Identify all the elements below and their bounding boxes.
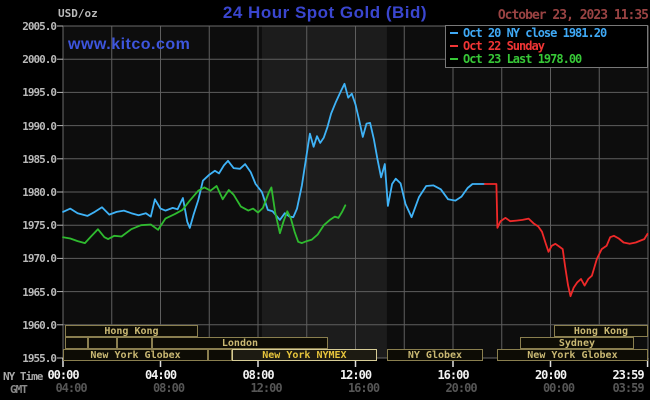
- legend: Oct 20 NY close 1981.20 Oct 22 Sunday Oct …: [445, 25, 648, 68]
- y-tick-label: 2005.0: [22, 20, 57, 33]
- chart-timestamp: October 23, 2023 11:35: [497, 8, 649, 23]
- y-tick-label: 1955.0: [22, 352, 57, 365]
- gmt-time-tick-label: 16:00: [347, 381, 380, 395]
- session-box-hong-kong: Hong Kong: [553, 325, 648, 337]
- legend-dash-icon: [450, 44, 458, 47]
- y-tick-label: 2000.0: [22, 53, 57, 67]
- session-box-new-york-globex: New York Globex: [496, 349, 648, 361]
- page-title: 24 Hour Spot Gold (Bid): [222, 3, 428, 22]
- ny-time-tick-label: 00:00: [47, 368, 79, 382]
- session-box-new-york-nymex: New York NYMEX: [231, 349, 377, 361]
- y-tick-label: 1975.0: [22, 219, 57, 233]
- legend-item: Oct 23 Last 1978.00: [449, 53, 647, 66]
- session-box-empty: [88, 337, 117, 349]
- ny-time-tick-label: 20:00: [534, 368, 567, 382]
- session-box-hong-kong: Hong Kong: [64, 325, 199, 337]
- series-line: [483, 183, 649, 298]
- series-line: [62, 82, 486, 229]
- gmt-axis-label: GMT: [10, 383, 28, 396]
- y-tick-label: 1985.0: [22, 152, 57, 166]
- session-box-new-york-globex: New York Globex: [63, 349, 209, 361]
- ny-time-tick-label: 12:00: [339, 368, 372, 382]
- gmt-time-tick-label: 04:00: [55, 381, 87, 395]
- ny-time-tick-label: 04:00: [144, 368, 177, 382]
- y-tick-label: 1970.0: [22, 252, 57, 266]
- ny-time-tick-label: 16:00: [437, 368, 469, 382]
- legend-label: Oct 20 NY close 1981.20: [463, 26, 607, 40]
- session-box-empty: [64, 337, 89, 349]
- y-tick-label: 1965.0: [22, 285, 57, 299]
- ny-time-axis-label: NY Time: [3, 370, 43, 383]
- gmt-time-tick-label: 03:59: [612, 381, 644, 395]
- gmt-time-tick-label: 08:00: [152, 381, 185, 395]
- legend-label: Oct 22 Sunday: [463, 39, 545, 53]
- legend-item: Oct 22 Sunday: [449, 40, 647, 53]
- y-tick-label: 1995.0: [22, 86, 57, 100]
- session-box-empty: [208, 349, 232, 361]
- legend-item: Oct 20 NY close 1981.20: [449, 27, 647, 40]
- y-tick-label: 1980.0: [22, 186, 57, 199]
- y-tick-label: 1960.0: [22, 318, 57, 332]
- legend-label: Oct 23 Last 1978.00: [463, 52, 582, 66]
- ny-time-tick-label: 23:59: [612, 368, 644, 382]
- gmt-time-tick-label: 20:00: [445, 381, 477, 395]
- session-box-ny-globex: NY Globex: [386, 349, 483, 361]
- legend-dash-icon: [450, 57, 458, 60]
- ny-time-tick-label: 08:00: [242, 368, 274, 382]
- series-line: [62, 185, 347, 245]
- gmt-time-tick-label: 00:00: [542, 381, 575, 395]
- gmt-time-tick-label: 12:00: [250, 381, 282, 395]
- legend-dash-icon: [450, 31, 458, 34]
- session-box-sydney: Sydney: [520, 337, 634, 349]
- y-axis-units-label: USD/oz: [58, 7, 98, 20]
- kitco-watermark-link[interactable]: www.kitco.com: [68, 36, 191, 53]
- y-tick-label: 1990.0: [22, 119, 57, 133]
- session-box-empty: [116, 337, 152, 349]
- session-box-london: London: [151, 337, 328, 349]
